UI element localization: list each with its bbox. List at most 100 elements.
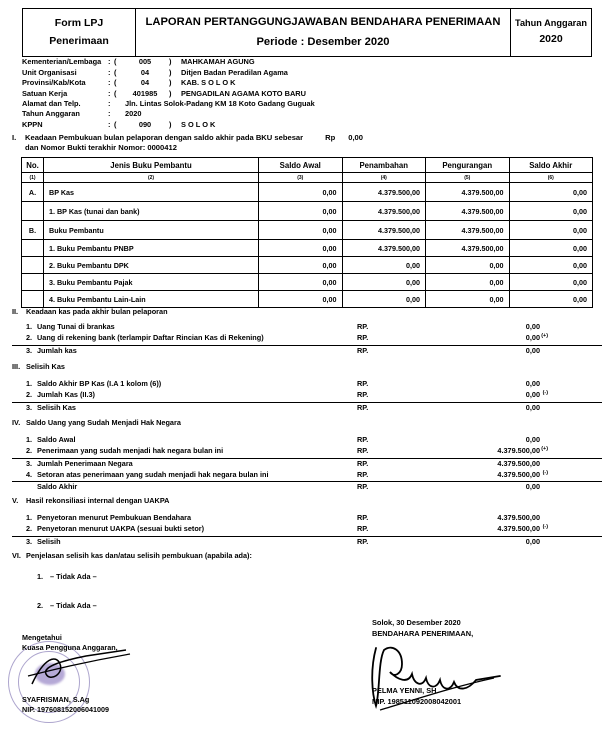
signature-left-line1: Mengetahui	[22, 633, 62, 642]
row-pengurangan: 4.379.500,00	[425, 201, 510, 221]
identity-paren-close: )	[169, 88, 172, 98]
section-5-heading-row: V. Hasil rekonsiliasi internal dengan UA…	[12, 496, 602, 507]
item-amount: 0,00	[525, 435, 540, 445]
item-amount: 0,00	[525, 390, 540, 400]
identity-row: Alamat dan Telp. : Jln. Lintas Solok-Pad…	[22, 99, 315, 109]
signature-right-name: PELMA YENNI, SH	[372, 686, 437, 696]
section-1-text: Keadaan Pembukuan bulan pelaporan dengan…	[25, 133, 304, 142]
row-penambahan: 4.379.500,00	[341, 201, 426, 221]
item-num: 1.	[26, 379, 33, 389]
row-pengurangan: 0,00	[425, 256, 510, 274]
colnum-5: (5)	[425, 172, 510, 183]
row-penambahan: 0,00	[341, 290, 426, 308]
row-desc: 4. Buku Pembantu Lain-Lain	[43, 290, 259, 308]
list-item: 4. Setoran atas penerimaan yang sudah me…	[12, 470, 602, 481]
row-no	[21, 290, 44, 308]
identity-colon: :	[108, 119, 111, 129]
list-item: 1. Uang Tunai di brankas RP. 0,00	[12, 322, 602, 333]
row-saldo-awal: 0,00	[258, 182, 343, 202]
item-suffix: (+)	[541, 333, 548, 340]
item-num: 1.	[37, 572, 44, 582]
section-1-currency: Rp	[325, 133, 336, 142]
item-text: Setoran atas penerimaan yang sudah menja…	[37, 469, 269, 479]
item-amount: 4.379.500,00	[497, 458, 540, 468]
item-text: Jumlah Kas (II.3)	[37, 390, 95, 400]
identity-paren-close: )	[169, 119, 172, 129]
item-amount: 0,00	[525, 345, 540, 355]
item-currency: RP.	[357, 333, 369, 343]
item-amount: 0,00	[525, 333, 540, 343]
list-item-total: 3. Selisih RP. 0,00	[12, 535, 602, 548]
item-amount: 4.379.500,00	[497, 524, 540, 534]
identity-value: MAHKAMAH AGUNG	[181, 57, 255, 67]
row-desc: Buku Pembantu	[43, 220, 259, 240]
item-num: 2.	[26, 446, 33, 456]
row-pengurangan: 0,00	[425, 290, 510, 308]
row-saldo-awal: 0,00	[258, 201, 343, 221]
identity-code: 090	[138, 119, 152, 129]
colnum-3: (3)	[258, 172, 343, 183]
list-item-total: 3. Selisih Kas RP. 0,00	[12, 401, 602, 414]
signature-block-right: Solok, 30 Desember 2020 BENDAHARA PENERI…	[372, 617, 473, 707]
list-item: 2. Penyetoran menurut UAKPA (sesuai bukt…	[12, 524, 602, 535]
section-5-heading: Hasil rekonsiliasi internal dengan UAKPA	[26, 496, 170, 505]
identity-paren-open: (	[114, 67, 117, 77]
row-desc: 2. Buku Pembantu DPK	[43, 256, 259, 274]
table-row: 4. Buku Pembantu Lain-Lain 0,00 0,00 0,0…	[21, 290, 593, 308]
item-amount: 0,00	[525, 402, 540, 412]
col-header-saldo-akhir: Saldo Akhir	[508, 157, 593, 173]
item-amount: 0,00	[525, 536, 540, 546]
list-item: 1. – Tidak Ada –	[12, 572, 602, 583]
item-currency: RP.	[357, 469, 369, 479]
item-currency: RP.	[357, 322, 369, 332]
row-no	[21, 201, 44, 221]
colnum-2: (2)	[43, 172, 259, 183]
fiscal-year-value: 2020	[539, 33, 563, 46]
col-header-saldo-awal: Saldo Awal	[258, 157, 343, 173]
row-saldo-akhir: 0,00	[508, 273, 593, 291]
identity-label: Satuan Kerja	[22, 88, 68, 98]
section-4-heading-row: IV. Saldo Uang yang Sudah Menjadi Hak Ne…	[12, 418, 602, 429]
form-code-cell: Form LPJ Penerimaan	[22, 7, 136, 58]
table-header-row: No. Jenis Buku Pembantu Saldo Awal Penam…	[21, 157, 593, 173]
item-currency: RP.	[357, 379, 369, 389]
row-no	[21, 239, 44, 257]
list-item: 2. Jumlah Kas (II.3) RP. 0,00 (-)	[12, 390, 602, 401]
report-period: Periode : Desember 2020	[256, 35, 390, 48]
item-suffix: (-)	[542, 469, 548, 476]
item-num: 3.	[26, 345, 33, 355]
col-header-penambahan: Penambahan	[341, 157, 426, 173]
row-saldo-akhir: 0,00	[508, 256, 593, 274]
col-header-pengurangan: Pengurangan	[425, 157, 510, 173]
signature-right-line2: BENDAHARA PENERIMAAN,	[372, 629, 474, 639]
section-3-roman: III.	[12, 362, 21, 371]
row-saldo-awal: 0,00	[258, 220, 343, 240]
item-num: 2.	[26, 333, 33, 343]
section-2-heading-row: II. Keadaan kas pada akhir bulan pelapor…	[12, 307, 602, 318]
section-6-heading: Penjelasan selisih kas dan/atau selisih …	[26, 551, 252, 560]
identity-value: KAB. S O L O K	[181, 78, 236, 88]
identity-colon: :	[108, 109, 111, 119]
colnum-4: (4)	[341, 172, 426, 183]
row-no: B.	[21, 220, 44, 240]
buku-pembantu-table: No. Jenis Buku Pembantu Saldo Awal Penam…	[21, 157, 593, 308]
identity-value: Jln. Lintas Solok-Padang KM 18 Koto Gada…	[125, 99, 315, 109]
item-currency: RP.	[357, 513, 369, 523]
item-amount: 4.379.500,00	[497, 446, 540, 456]
table-row: 1. BP Kas (tunai dan bank) 0,00 4.379.50…	[21, 201, 593, 221]
signature-block-left: Mengetahui Kuasa Pengguna Anggaran, SYAF…	[22, 633, 118, 716]
item-num: 4.	[26, 469, 33, 479]
row-saldo-akhir: 0,00	[508, 239, 593, 257]
col-header-no: No.	[21, 157, 44, 173]
list-item-total: 3. Jumlah Penerimaan Negara RP. 4.379.50…	[12, 457, 602, 470]
identity-row: Tahun Anggaran : 2020	[22, 109, 315, 119]
section-4: IV. Saldo Uang yang Sudah Menjadi Hak Ne…	[12, 418, 602, 493]
section-3-heading-row: III. Selisih Kas	[12, 362, 602, 373]
item-num: 3.	[26, 536, 33, 546]
table-row: 1. Buku Pembantu PNBP 0,00 4.379.500,00 …	[21, 239, 593, 257]
identity-value: S O L O K	[181, 119, 216, 129]
row-penambahan: 0,00	[341, 273, 426, 291]
item-currency: RP.	[357, 402, 369, 412]
identity-code: 401985	[132, 88, 158, 98]
identity-row: Unit Organisasi : ( 04 ) Ditjen Badan Pe…	[22, 67, 315, 77]
